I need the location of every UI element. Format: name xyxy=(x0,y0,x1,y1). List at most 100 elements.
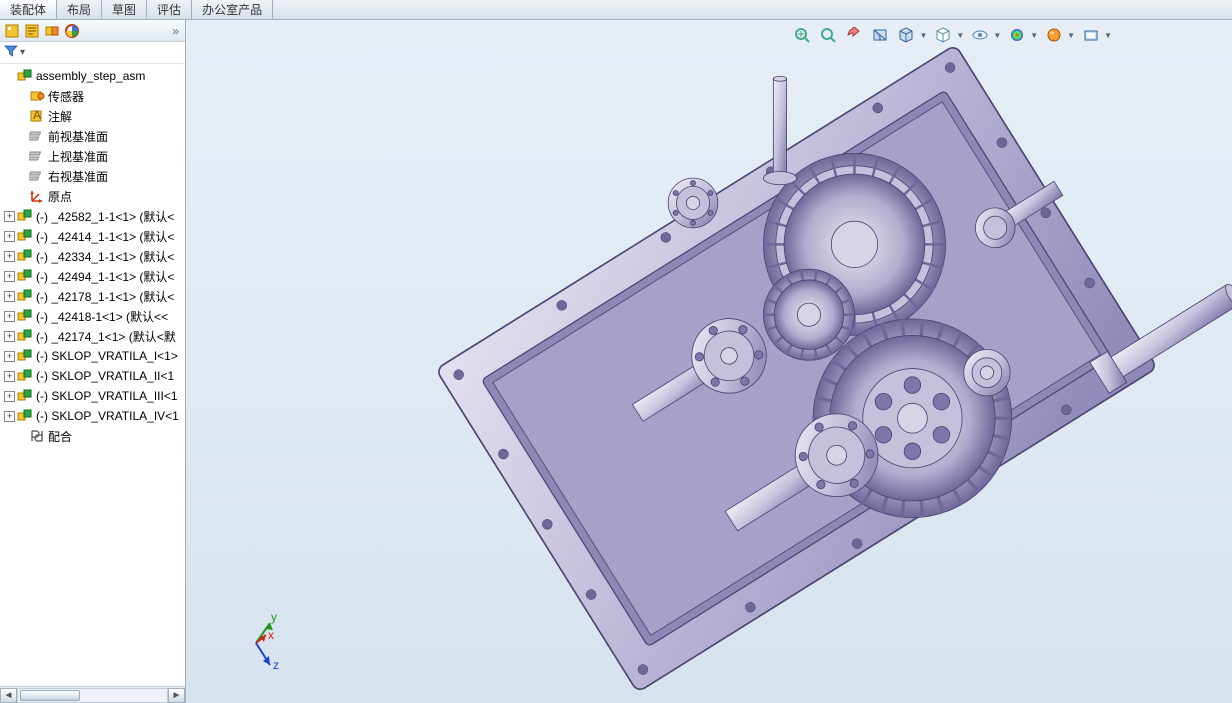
spacer xyxy=(16,111,27,122)
view-triad[interactable]: y x z xyxy=(226,613,286,673)
tree-part-item[interactable]: + (-) _42494_1-1<1> (默认< xyxy=(2,266,185,286)
tree-root[interactable]: assembly_step_asm xyxy=(2,66,185,86)
part-icon xyxy=(17,328,33,344)
panel-toolbar: » xyxy=(0,20,185,42)
tree-item-label: 右视基准面 xyxy=(48,168,108,185)
part-icon xyxy=(17,268,33,284)
spacer xyxy=(16,171,27,182)
tab-evaluate[interactable]: 评估 xyxy=(147,0,192,19)
tree-part-item[interactable]: + (-) _42334_1-1<1> (默认< xyxy=(2,246,185,266)
triad-z-label: z xyxy=(273,658,279,672)
tree-item-plane[interactable]: 右视基准面 xyxy=(2,166,185,186)
tree-part-item[interactable]: + (-) _42174_1<1> (默认<默 xyxy=(2,326,185,346)
panel-hscrollbar[interactable]: ◄ ► xyxy=(0,686,185,703)
tree-part-item[interactable]: + (-) SKLOP_VRATILA_IV<1 xyxy=(2,406,185,426)
tree-item-plane[interactable]: 上视基准面 xyxy=(2,146,185,166)
plane-icon xyxy=(29,168,45,184)
tree-part-label: (-) _42334_1-1<1> (默认< xyxy=(36,248,174,265)
dimxpert-manager-icon[interactable] xyxy=(63,22,81,40)
spacer xyxy=(16,431,27,442)
spacer xyxy=(4,71,15,82)
tab-assembly[interactable]: 装配体 xyxy=(0,0,57,19)
model-render xyxy=(366,20,1232,703)
expand-toggle[interactable]: + xyxy=(4,211,15,222)
part-icon xyxy=(17,308,33,324)
tree-part-label: (-) _42414_1-1<1> (默认< xyxy=(36,228,174,245)
spacer xyxy=(16,191,27,202)
scroll-left-button[interactable]: ◄ xyxy=(0,688,17,703)
configuration-manager-icon[interactable] xyxy=(43,22,61,40)
tab-sketch[interactable]: 草图 xyxy=(102,0,147,19)
tree-filter[interactable]: ▾ xyxy=(0,42,185,64)
scroll-track[interactable] xyxy=(17,688,168,703)
tree-item-plane[interactable]: 前视基准面 xyxy=(2,126,185,146)
tree-part-item[interactable]: + (-) SKLOP_VRATILA_II<1 xyxy=(2,366,185,386)
plane-icon xyxy=(29,148,45,164)
svg-text:A: A xyxy=(33,108,41,122)
part-icon xyxy=(17,248,33,264)
feature-manager-tree-icon[interactable] xyxy=(3,22,21,40)
expand-toggle[interactable]: + xyxy=(4,331,15,342)
spacer xyxy=(16,91,27,102)
annote-icon: A xyxy=(29,108,45,124)
expand-toggle[interactable]: + xyxy=(4,231,15,242)
scroll-right-button[interactable]: ► xyxy=(168,688,185,703)
tab-label: 草图 xyxy=(112,3,136,17)
spacer xyxy=(16,151,27,162)
triad-y-label: y xyxy=(271,610,277,624)
tree-part-label: (-) SKLOP_VRATILA_III<1 xyxy=(36,389,178,403)
tree-item-label: 传感器 xyxy=(48,88,84,105)
triad-x-label: x xyxy=(268,628,274,642)
tree-root-label: assembly_step_asm xyxy=(36,69,145,83)
tree-part-label: (-) SKLOP_VRATILA_II<1 xyxy=(36,369,174,383)
tree-item-annote[interactable]: A 注解 xyxy=(2,106,185,126)
tree-item-origin[interactable]: 原点 xyxy=(2,186,185,206)
tree-part-item[interactable]: + (-) _42414_1-1<1> (默认< xyxy=(2,226,185,246)
expand-toggle[interactable]: + xyxy=(4,391,15,402)
expand-toggle[interactable]: + xyxy=(4,371,15,382)
mates-icon xyxy=(29,428,45,444)
part-icon xyxy=(17,408,33,424)
sensor-icon xyxy=(29,88,45,104)
feature-manager-panel: » ▾ assembly_step_asm 传感器 A 注解前视基准面上视基准面右视… xyxy=(0,20,186,703)
expand-toggle[interactable]: + xyxy=(4,351,15,362)
graphics-viewport[interactable]: ▼ ▼ ▼ ▼ ▼ ▼ xyxy=(186,20,1232,703)
tree-item-label: 原点 xyxy=(48,188,72,205)
tree-part-label: (-) SKLOP_VRATILA_IV<1 xyxy=(36,409,179,423)
filter-icon xyxy=(4,44,18,61)
tab-label: 布局 xyxy=(67,3,91,17)
part-icon xyxy=(17,228,33,244)
expand-toggle[interactable]: + xyxy=(4,411,15,422)
tree-part-item[interactable]: + (-) SKLOP_VRATILA_III<1 xyxy=(2,386,185,406)
command-manager-tabs: 装配体 布局 草图 评估 办公室产品 xyxy=(0,0,1232,20)
expand-toggle[interactable]: + xyxy=(4,291,15,302)
spacer xyxy=(16,131,27,142)
tree-item-label: 前视基准面 xyxy=(48,128,108,145)
tree-part-item[interactable]: + (-) _42178_1-1<1> (默认< xyxy=(2,286,185,306)
part-icon xyxy=(17,348,33,364)
expand-toggle[interactable]: + xyxy=(4,271,15,282)
tab-layout[interactable]: 布局 xyxy=(57,0,102,19)
tree-part-label: (-) _42494_1-1<1> (默认< xyxy=(36,268,174,285)
expand-handle[interactable]: » xyxy=(82,24,183,38)
tab-label: 办公室产品 xyxy=(202,3,262,17)
tree-part-label: (-) _42178_1-1<1> (默认< xyxy=(36,288,174,305)
tab-office[interactable]: 办公室产品 xyxy=(192,0,273,19)
property-manager-icon[interactable] xyxy=(23,22,41,40)
part-icon xyxy=(17,368,33,384)
expand-toggle[interactable]: + xyxy=(4,251,15,262)
tree-item-label: 注解 xyxy=(48,108,72,125)
tab-label: 装配体 xyxy=(10,3,46,17)
tree-part-item[interactable]: +(-) _42582_1-1<1> (默认< xyxy=(2,206,185,226)
plane-icon xyxy=(29,128,45,144)
tree-part-item[interactable]: +(-) _42418-1<1> (默认<< xyxy=(2,306,185,326)
tree-part-label: (-) _42174_1<1> (默认<默 xyxy=(36,328,176,345)
tree-item-sensor[interactable]: 传感器 xyxy=(2,86,185,106)
filter-dropdown[interactable]: ▾ xyxy=(20,47,25,58)
tree-mates[interactable]: 配合 xyxy=(2,426,185,446)
expand-toggle[interactable]: + xyxy=(4,311,15,322)
scroll-thumb[interactable] xyxy=(20,690,80,701)
origin-icon xyxy=(29,188,45,204)
tree-part-item[interactable]: +(-) SKLOP_VRATILA_I<1> xyxy=(2,346,185,366)
part-icon xyxy=(17,208,33,224)
